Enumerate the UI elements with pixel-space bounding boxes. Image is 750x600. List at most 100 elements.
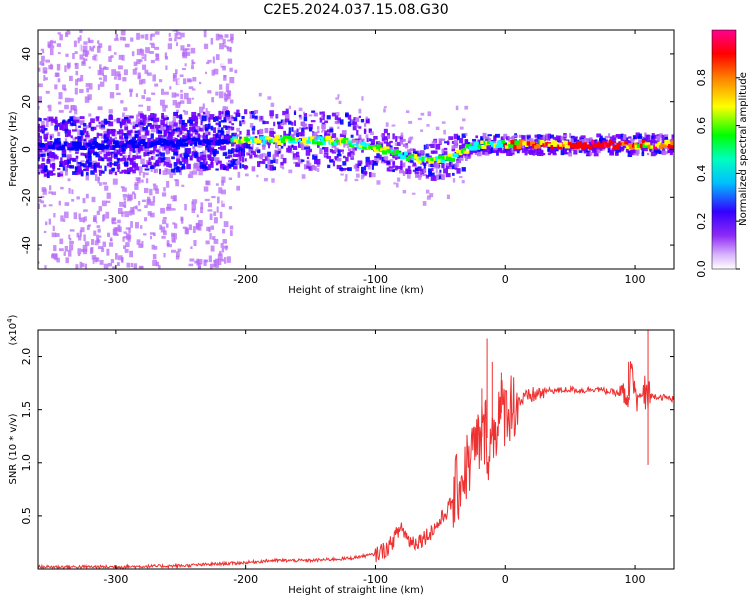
spectrogram-speckle	[293, 161, 296, 164]
spectrogram-noise-cell	[225, 85, 230, 93]
spectrogram-band-cell	[257, 129, 261, 135]
spectrogram-noise-cell	[101, 73, 104, 76]
spectrogram-band-cell	[311, 110, 316, 113]
spectrogram-band-cell	[119, 171, 123, 174]
spectrogram-ridge-cell	[522, 141, 528, 146]
spectrogram-ridge-cell	[480, 140, 484, 144]
spectrogram-band-cell	[98, 156, 103, 161]
spectrogram-ridge-cell	[641, 139, 646, 145]
spectrogram-noise-cell	[135, 79, 139, 82]
spectrogram-noise-cell	[230, 36, 234, 44]
spectrogram-band-cell	[400, 165, 403, 171]
spectrogram-band-cell	[562, 134, 568, 138]
spectrogram-noise-cell	[221, 62, 226, 67]
spectrogram-noise-cell	[43, 70, 47, 74]
spectrogram-band-cell	[267, 159, 271, 165]
spectrogram-speckle	[365, 134, 369, 139]
spectrogram-band-cell	[558, 135, 562, 141]
spectrogram-noise-cell	[226, 90, 231, 97]
spectrogram-ridge-cell	[414, 153, 418, 159]
spectrogram-band-cell	[39, 118, 42, 122]
spectrogram-band-cell	[187, 153, 190, 158]
spectrogram-noise-cell	[51, 232, 57, 238]
spectrogram-band-cell	[40, 170, 46, 174]
spectrogram-speckle	[335, 112, 340, 117]
spectrogram-band-cell	[205, 134, 208, 139]
spectrogram-ridge-cell	[290, 137, 296, 141]
spectrogram-noise-cell	[184, 48, 190, 51]
spectrogram-speckle	[389, 159, 394, 163]
spectrogram-band-cell	[630, 141, 635, 147]
spectrogram-noise-cell	[182, 48, 188, 55]
spectrogram-noise-cell	[206, 226, 211, 232]
spectrogram-noise-cell	[221, 180, 224, 186]
spectrogram-noise-cell	[159, 107, 163, 112]
snr-xlabel: Height of straight line (km)	[288, 585, 424, 596]
spectrogram-ridge-cell	[167, 140, 174, 145]
spectrogram-band-cell	[135, 120, 138, 126]
spectrogram-band-cell	[334, 114, 339, 120]
spectrogram-noise-cell	[197, 219, 203, 227]
spectrogram-band-cell	[464, 139, 469, 144]
spectrogram-speckle	[354, 178, 359, 182]
spectrogram-band-cell	[106, 128, 110, 135]
spectrogram-band-cell	[636, 151, 639, 156]
spectrogram-ridge-cell	[112, 140, 119, 145]
spectrogram-speckle	[351, 147, 355, 152]
spectrogram-band-cell	[347, 121, 352, 127]
spectrogram-band-cell	[560, 136, 565, 141]
spectrogram-speckle	[400, 132, 404, 138]
spectrogram-noise-cell	[187, 79, 193, 82]
spectrogram-band-cell	[526, 136, 531, 140]
spectrogram-band-cell	[406, 169, 412, 175]
spectrogram-band-cell	[322, 114, 325, 121]
spectrogram-band-cell	[316, 158, 321, 165]
spectrogram-band-cell	[526, 134, 531, 138]
spectrogram-band-cell	[423, 162, 427, 167]
spectrogram-speckle	[245, 152, 249, 156]
spectrogram-band-cell	[61, 121, 67, 127]
spectrogram-band-cell	[38, 164, 43, 169]
spectrogram-band-cell	[123, 161, 129, 166]
spectrogram-ridge-cell	[191, 137, 197, 142]
spectrogram-band-cell	[194, 152, 199, 158]
spectrogram-noise-cell	[213, 259, 216, 263]
spectrogram-band-cell	[661, 134, 666, 141]
spectrogram-band-cell	[328, 158, 334, 162]
snr-xtick-label: 0	[502, 573, 509, 586]
spectrogram-noise-cell	[226, 256, 231, 263]
spectrogram-noise-cell	[142, 64, 147, 70]
spectrogram-noise-cell	[68, 148, 72, 153]
spectrogram-band-cell	[166, 161, 170, 167]
spectrogram-noise-cell	[123, 231, 127, 234]
spectrogram-band-cell	[135, 163, 139, 167]
spectrogram-band-cell	[309, 148, 312, 153]
spectrogram-band-cell	[464, 156, 468, 161]
spectrogram-noise-cell	[128, 187, 133, 195]
spectrogram-noise-cell	[43, 170, 49, 178]
spectrogram-band-cell	[156, 161, 159, 165]
spectrogram-speckle	[411, 192, 416, 195]
spectrogram-band-cell	[171, 129, 175, 135]
spectrogram-band-cell	[508, 137, 513, 140]
spectrogram-noise-cell	[40, 48, 45, 51]
spectrogram-noise-cell	[153, 245, 158, 250]
spectrogram-speckle	[438, 172, 442, 176]
spectrogram-noise-cell	[152, 119, 158, 127]
spectrogram-noise-cell	[171, 208, 176, 211]
spectrogram-band-cell	[511, 136, 515, 141]
spectrogram-band-cell	[103, 118, 108, 124]
spectrogram-speckle	[258, 116, 261, 120]
spectrogram-band-cell	[233, 153, 238, 158]
spectrogram-band-cell	[296, 132, 300, 138]
spectrogram-band-cell	[197, 113, 201, 117]
spectrogram-ridge-cell	[564, 144, 571, 149]
spectrogram-ridge-cell	[72, 141, 78, 146]
spectrogram-band-cell	[303, 164, 307, 170]
spectrogram-noise-cell	[64, 65, 67, 72]
spectrogram-noise-cell	[195, 222, 200, 230]
spectrogram-noise-cell	[152, 74, 156, 82]
spectrogram-band-cell	[209, 114, 215, 120]
spectrogram-band-cell	[143, 152, 146, 157]
spectrogram-noise-cell	[107, 232, 111, 238]
